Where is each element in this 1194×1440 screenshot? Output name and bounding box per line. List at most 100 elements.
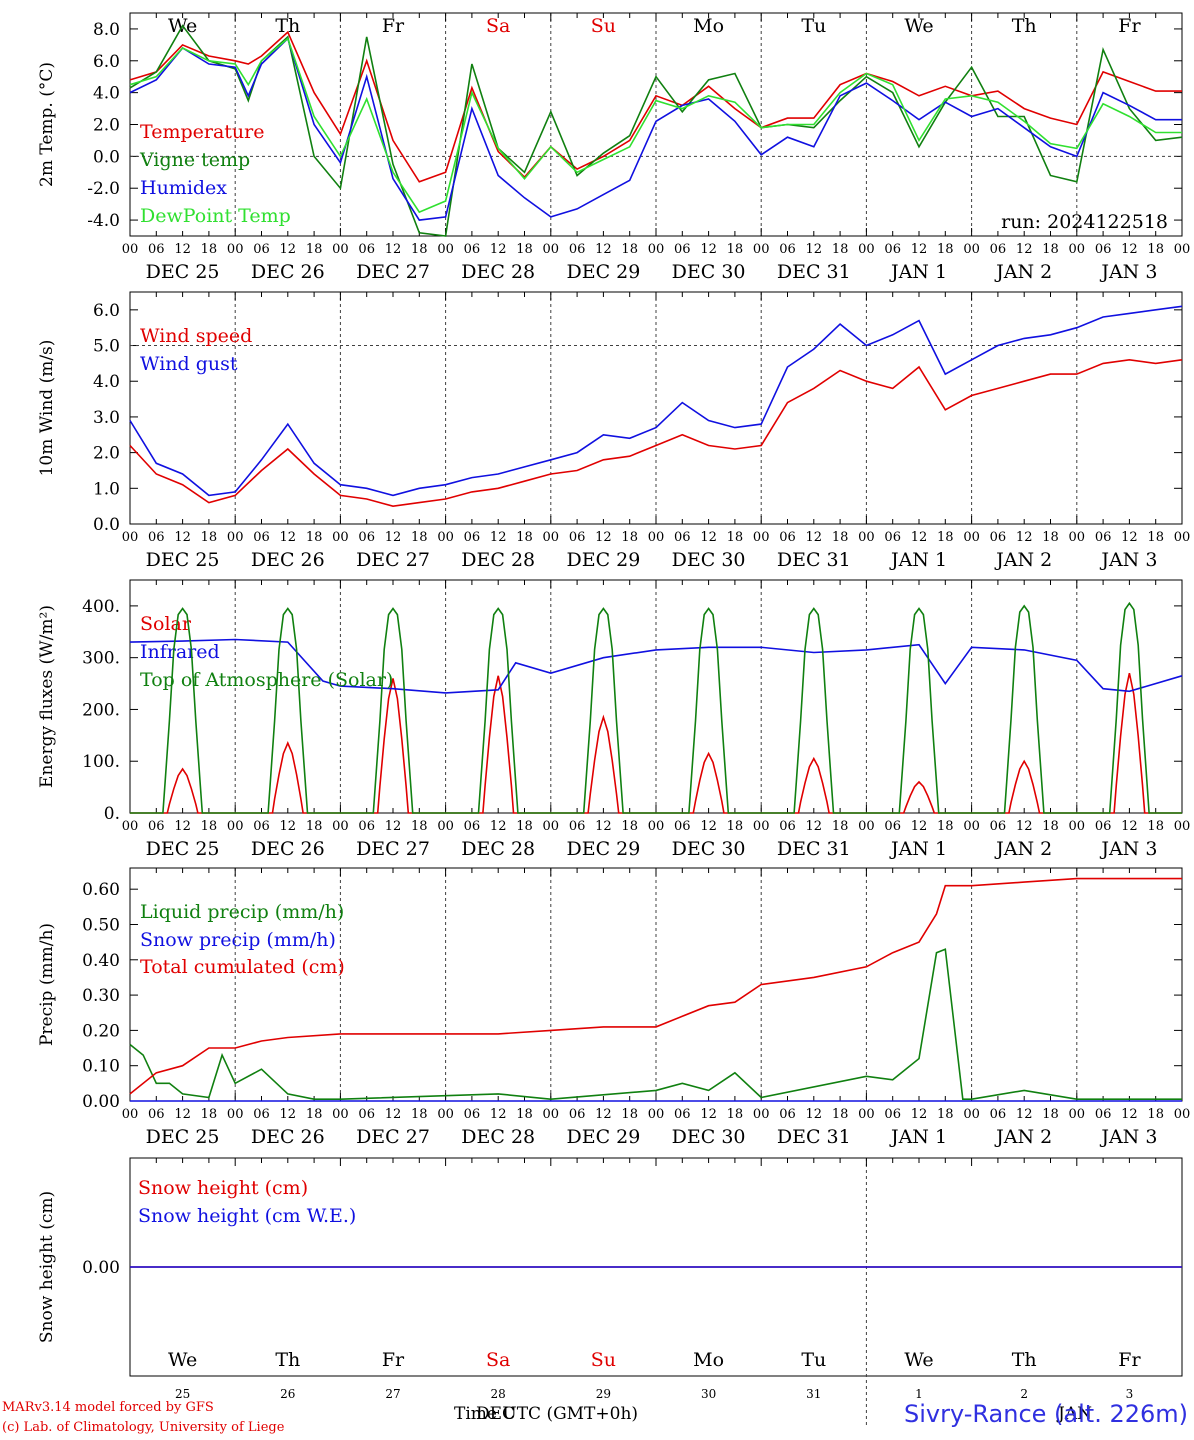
panel2-hour-tick-label: 00 [963,530,980,545]
panel1-hour-tick-label: 18 [1042,242,1059,257]
panel3-hour-tick-label: 06 [990,819,1007,834]
panel4-y-tick-label: 0.30 [82,986,120,1006]
panel5-day-number-label: 29 [596,1387,611,1401]
panel1-hour-tick-label: 12 [490,242,507,257]
panel4-hour-tick-label: 18 [1042,1107,1059,1122]
panel4-hour-tick-label: 06 [990,1107,1007,1122]
panel2-hour-tick-label: 06 [1095,530,1112,545]
panel4-y-tick-label: 0.50 [82,915,120,935]
panel1-hour-tick-label: 12 [595,242,612,257]
panel1-hour-tick-label: 00 [122,242,139,257]
panel1-weekday-label: Sa [486,15,510,37]
panel2-date-label: DEC 26 [251,549,325,571]
panel4-hour-tick-label: 06 [358,1107,375,1122]
panel3-hour-tick-label: 12 [490,819,507,834]
panel2-hour-tick-label: 06 [884,530,901,545]
panel1-hour-tick-label: 00 [1174,242,1191,257]
panel1-hour-tick-label: 06 [358,242,375,257]
bottom-month-dec: DEC [476,1404,516,1424]
panel3-hour-tick-label: 18 [1042,819,1059,834]
panel4-hour-tick-label: 06 [884,1107,901,1122]
panel2-legend-entry: Wind speed [140,325,252,347]
panel3-date-label: DEC 31 [777,838,851,860]
panel5-day-number-label: 1 [915,1387,923,1401]
panel2-hour-tick-label: 18 [516,530,533,545]
panel1-hour-tick-label: 00 [332,242,349,257]
panel3-series-line [129,638,1183,694]
panel2-date-label: DEC 30 [672,549,746,571]
panel1-hour-tick-label: 00 [543,242,560,257]
panel1-hour-tick-label: 06 [253,242,270,257]
panel1-hour-tick-label: 18 [201,242,218,257]
panel2-date-label: DEC 27 [356,549,430,571]
panel1-frame [129,12,1183,237]
panel4-hour-tick-label: 12 [280,1107,297,1122]
panel5-legend-entry: Snow height (cm) [138,1177,308,1199]
panel3-legend-entry: Solar [140,613,192,635]
panel1-legend-entry: Vigne temp [139,149,250,171]
panel1-weekday-label: We [904,15,933,37]
bottom-month-jan: JAN [1058,1404,1092,1424]
panel1-legend-entry: DewPoint Temp [140,205,291,227]
panel3-hour-tick-label: 06 [253,819,270,834]
panel5-day-number-label: 25 [175,1387,190,1401]
panel3-hour-tick-label: 12 [806,819,823,834]
panel4-y-tick-label: 0.40 [82,951,120,971]
panel4-date-label: JAN 2 [994,1126,1052,1148]
panel1-hour-tick-label: 18 [1147,242,1164,257]
panel1-date-label: DEC 26 [251,261,325,283]
panel1-run-label: run: 2024122518 [1001,211,1168,233]
panel1-y-tick-label: 6.0 [93,52,120,72]
panel3-hour-tick-label: 18 [621,819,638,834]
panel5-weekday-label: We [168,1349,197,1371]
panel3-hour-tick-label: 18 [727,819,744,834]
panel4-date-label: DEC 28 [461,1126,535,1148]
panel5-day-number-label: 26 [280,1387,295,1401]
panel1-y-tick-label: -2.0 [87,179,120,199]
panel4-hour-tick-label: 12 [490,1107,507,1122]
panel2-hour-tick-label: 18 [1042,530,1059,545]
panel3-date-label: JAN 1 [889,838,947,860]
panel3-date-label: DEC 28 [461,838,535,860]
panel3-hour-tick-label: 00 [963,819,980,834]
panel4-hour-tick-label: 00 [227,1107,244,1122]
panel2-hour-tick-label: 00 [1174,530,1191,545]
panel3-hour-tick-label: 00 [122,819,139,834]
panel1-hour-tick-label: 12 [280,242,297,257]
panel5-y-tick-label: 0.00 [82,1258,120,1278]
panel5-day-number-label: 27 [385,1387,400,1401]
panel4-hour-tick-label: 18 [937,1107,954,1122]
panel2-y-tick-label: 4.0 [93,372,120,392]
panel2-hour-tick-label: 18 [727,530,744,545]
panel1-hour-tick-label: 06 [1095,242,1112,257]
panel4-date-label: DEC 31 [777,1126,851,1148]
panel3-y-tick-label: 300. [82,649,120,669]
panel3-date-label: JAN 2 [994,838,1052,860]
panel1-y-tick-label: -4.0 [87,211,120,231]
panel3-date-label: DEC 27 [356,838,430,860]
panel2-date-label: DEC 31 [777,549,851,571]
panel2-hour-tick-label: 18 [411,530,428,545]
panel2-hour-tick-label: 06 [253,530,270,545]
panel2-hour-tick-label: 00 [122,530,139,545]
panel1-hour-tick-label: 00 [753,242,770,257]
panel1-series-line [129,30,1182,183]
panel2-date-label: DEC 28 [461,549,535,571]
panel3-hour-tick-label: 00 [1069,819,1086,834]
panel5-day-number-label: 30 [701,1387,716,1401]
panel2-hour-tick-label: 18 [201,530,218,545]
panel1-hour-tick-label: 06 [884,242,901,257]
panel4-hour-tick-label: 06 [253,1107,270,1122]
panel5-day-number-label: 3 [1126,1387,1134,1401]
panel5-weekday-label: Th [1012,1349,1037,1371]
panel5-weekday-label: Tu [801,1349,826,1371]
panel3-y-axis-label: Energy fluxes (W/m²) [37,605,57,788]
panel4-hour-tick-label: 06 [674,1107,691,1122]
panel4-y-axis-label: Precip (mm/h) [37,923,57,1046]
panel4-hour-tick-label: 18 [411,1107,428,1122]
panel3-hour-tick-label: 12 [911,819,928,834]
panel1-hour-tick-label: 12 [1016,242,1033,257]
panel1-hour-tick-label: 00 [437,242,454,257]
panel3-date-label: DEC 30 [672,838,746,860]
